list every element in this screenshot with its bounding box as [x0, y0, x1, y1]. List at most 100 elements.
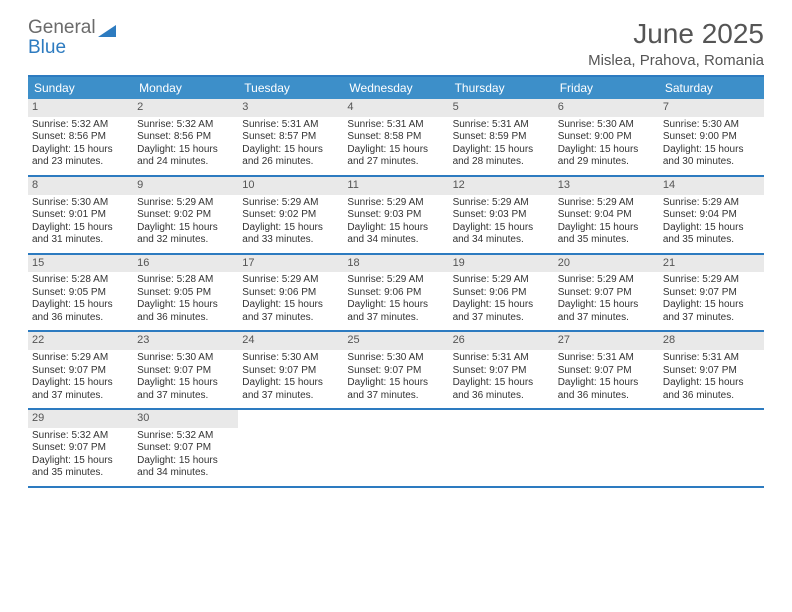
- sunset-label: Sunset: 9:06 PM: [242, 287, 339, 300]
- weekday-header: Thursday: [449, 77, 554, 99]
- sunrise-label: Sunrise: 5:30 AM: [347, 352, 444, 365]
- title-block: June 2025 Mislea, Prahova, Romania: [588, 18, 764, 69]
- daylight-label: Daylight: 15 hours: [663, 144, 760, 157]
- day-number: 3: [238, 99, 343, 117]
- day-cell: 23Sunrise: 5:30 AMSunset: 9:07 PMDayligh…: [133, 332, 238, 408]
- sunset-label: Sunset: 9:07 PM: [137, 365, 234, 378]
- daylight-label: Daylight: 15 hours: [242, 144, 339, 157]
- daylight-label: and 37 minutes.: [663, 312, 760, 325]
- day-number: 16: [133, 255, 238, 273]
- day-cell: 21Sunrise: 5:29 AMSunset: 9:07 PMDayligh…: [659, 255, 764, 331]
- day-number: 23: [133, 332, 238, 350]
- sunset-label: Sunset: 8:57 PM: [242, 131, 339, 144]
- sunrise-label: Sunrise: 5:32 AM: [137, 119, 234, 132]
- day-cell: 6Sunrise: 5:30 AMSunset: 9:00 PMDaylight…: [554, 99, 659, 175]
- day-number: 13: [554, 177, 659, 195]
- daylight-label: and 37 minutes.: [347, 390, 444, 403]
- sunrise-label: Sunrise: 5:30 AM: [32, 197, 129, 210]
- sunset-label: Sunset: 9:05 PM: [32, 287, 129, 300]
- daylight-label: and 37 minutes.: [137, 390, 234, 403]
- sunset-label: Sunset: 9:00 PM: [663, 131, 760, 144]
- sunrise-label: Sunrise: 5:32 AM: [32, 119, 129, 132]
- sunrise-label: Sunrise: 5:29 AM: [558, 274, 655, 287]
- daylight-label: and 35 minutes.: [32, 467, 129, 480]
- weekday-header: Monday: [133, 77, 238, 99]
- calendar: Sunday Monday Tuesday Wednesday Thursday…: [28, 75, 764, 488]
- day-number: 1: [28, 99, 133, 117]
- sunrise-label: Sunrise: 5:29 AM: [347, 274, 444, 287]
- sunrise-label: Sunrise: 5:28 AM: [137, 274, 234, 287]
- day-number: 20: [554, 255, 659, 273]
- day-cell: 13Sunrise: 5:29 AMSunset: 9:04 PMDayligh…: [554, 177, 659, 253]
- day-number: 28: [659, 332, 764, 350]
- sunrise-label: Sunrise: 5:29 AM: [32, 352, 129, 365]
- sunset-label: Sunset: 9:03 PM: [453, 209, 550, 222]
- sunrise-label: Sunrise: 5:31 AM: [347, 119, 444, 132]
- day-number: 9: [133, 177, 238, 195]
- day-cell: 12Sunrise: 5:29 AMSunset: 9:03 PMDayligh…: [449, 177, 554, 253]
- sunrise-label: Sunrise: 5:28 AM: [32, 274, 129, 287]
- day-cell: 26Sunrise: 5:31 AMSunset: 9:07 PMDayligh…: [449, 332, 554, 408]
- daylight-label: Daylight: 15 hours: [347, 144, 444, 157]
- sunset-label: Sunset: 9:05 PM: [137, 287, 234, 300]
- daylight-label: and 37 minutes.: [242, 390, 339, 403]
- daylight-label: and 33 minutes.: [242, 234, 339, 247]
- daylight-label: and 37 minutes.: [347, 312, 444, 325]
- day-cell: 19Sunrise: 5:29 AMSunset: 9:06 PMDayligh…: [449, 255, 554, 331]
- daylight-label: Daylight: 15 hours: [663, 299, 760, 312]
- day-number: 10: [238, 177, 343, 195]
- day-number: 8: [28, 177, 133, 195]
- logo-text-blue: Blue: [28, 37, 66, 58]
- daylight-label: Daylight: 15 hours: [137, 377, 234, 390]
- daylight-label: and 23 minutes.: [32, 156, 129, 169]
- sunrise-label: Sunrise: 5:29 AM: [663, 197, 760, 210]
- daylight-label: Daylight: 15 hours: [137, 144, 234, 157]
- sunrise-label: Sunrise: 5:29 AM: [347, 197, 444, 210]
- day-cell: 16Sunrise: 5:28 AMSunset: 9:05 PMDayligh…: [133, 255, 238, 331]
- daylight-label: and 36 minutes.: [558, 390, 655, 403]
- daylight-label: and 31 minutes.: [32, 234, 129, 247]
- sunrise-label: Sunrise: 5:31 AM: [663, 352, 760, 365]
- day-number: 30: [133, 410, 238, 428]
- daylight-label: and 34 minutes.: [137, 467, 234, 480]
- daylight-label: Daylight: 15 hours: [32, 455, 129, 468]
- logo-text-general: General: [28, 17, 96, 38]
- day-cell: 30Sunrise: 5:32 AMSunset: 9:07 PMDayligh…: [133, 410, 238, 486]
- weekday-header: Saturday: [659, 77, 764, 99]
- daylight-label: and 29 minutes.: [558, 156, 655, 169]
- day-number: 7: [659, 99, 764, 117]
- sunset-label: Sunset: 9:04 PM: [558, 209, 655, 222]
- daylight-label: and 37 minutes.: [558, 312, 655, 325]
- daylight-label: and 36 minutes.: [663, 390, 760, 403]
- header: General Blue June 2025 Mislea, Prahova, …: [28, 18, 764, 69]
- sunrise-label: Sunrise: 5:29 AM: [663, 274, 760, 287]
- daylight-label: and 26 minutes.: [242, 156, 339, 169]
- day-cell: 27Sunrise: 5:31 AMSunset: 9:07 PMDayligh…: [554, 332, 659, 408]
- daylight-label: Daylight: 15 hours: [32, 377, 129, 390]
- sunset-label: Sunset: 8:59 PM: [453, 131, 550, 144]
- sunrise-label: Sunrise: 5:30 AM: [663, 119, 760, 132]
- day-number: 24: [238, 332, 343, 350]
- sunset-label: Sunset: 9:00 PM: [558, 131, 655, 144]
- daylight-label: and 37 minutes.: [453, 312, 550, 325]
- sunrise-label: Sunrise: 5:31 AM: [453, 119, 550, 132]
- sunset-label: Sunset: 9:07 PM: [32, 442, 129, 455]
- weekday-header: Sunday: [28, 77, 133, 99]
- sunrise-label: Sunrise: 5:29 AM: [137, 197, 234, 210]
- week-row: 1Sunrise: 5:32 AMSunset: 8:56 PMDaylight…: [28, 99, 764, 177]
- sunset-label: Sunset: 9:01 PM: [32, 209, 129, 222]
- daylight-label: Daylight: 15 hours: [453, 222, 550, 235]
- day-number: 18: [343, 255, 448, 273]
- weekday-header: Tuesday: [238, 77, 343, 99]
- sunrise-label: Sunrise: 5:29 AM: [453, 197, 550, 210]
- weekday-header: Friday: [554, 77, 659, 99]
- day-number: 21: [659, 255, 764, 273]
- page-title: June 2025: [588, 18, 764, 50]
- sunset-label: Sunset: 9:07 PM: [347, 365, 444, 378]
- sunset-label: Sunset: 9:07 PM: [453, 365, 550, 378]
- daylight-label: Daylight: 15 hours: [347, 299, 444, 312]
- week-row: 22Sunrise: 5:29 AMSunset: 9:07 PMDayligh…: [28, 332, 764, 410]
- day-number: 14: [659, 177, 764, 195]
- sunrise-label: Sunrise: 5:29 AM: [558, 197, 655, 210]
- sunrise-label: Sunrise: 5:31 AM: [453, 352, 550, 365]
